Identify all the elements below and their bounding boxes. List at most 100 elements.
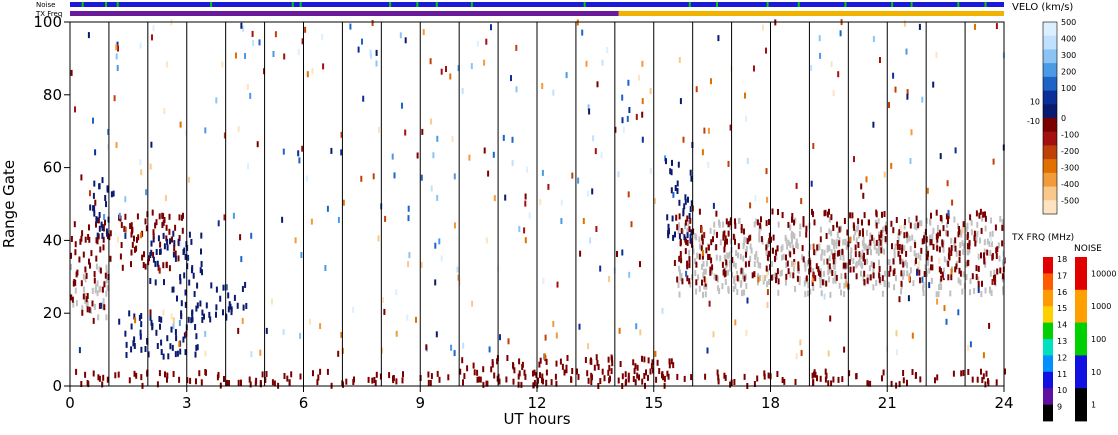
scatter-point [90,307,92,314]
scatter-point [919,277,921,284]
scatter-point [164,371,166,378]
scatter-point [461,88,464,94]
scatter-point [853,156,855,163]
scatter-point [686,275,689,282]
scatter-point [798,230,801,237]
scatter-point [938,266,941,273]
scatter-point [312,370,314,377]
scatter-point [879,57,881,63]
scatter-point [1002,259,1004,266]
scatter-point [677,281,680,288]
scatter-point [618,327,621,334]
scatter-point [803,280,806,287]
scatter-point [722,269,725,276]
scatter-point [204,127,207,134]
scatter-point [139,159,142,166]
scatter-point [861,249,864,256]
scatter-point [541,373,544,380]
scatter-point [147,351,150,358]
scatter-point [689,217,692,224]
scatter-point [805,275,808,282]
scatter-point [926,187,929,194]
scatter-point [571,368,574,374]
scatter-point [570,376,573,383]
scatter-point [79,238,82,245]
scatter-point [692,248,695,255]
scatter-point [703,268,706,275]
scatter-point [806,260,809,267]
scatter-point [133,370,136,377]
scatter-point [965,261,968,268]
scatter-point [814,371,817,378]
scatter-point [447,374,450,381]
scatter-point [670,187,673,194]
scatter-point [727,221,730,228]
scatter-point [172,251,175,258]
hour-gridlines [108,22,966,386]
scatter-point [178,376,181,383]
scatter-point [241,286,244,292]
scatter-point [94,287,97,294]
scatter-point [700,226,703,233]
scatter-point [261,371,264,378]
scatter-point [934,377,936,384]
scatter-point [272,51,275,57]
scatter-point [105,264,108,271]
scatter-point [833,249,836,256]
scatter-point [902,370,905,376]
scatter-point [643,373,646,379]
scatter-point [701,279,703,286]
scatter-point [749,243,752,250]
scatter-point [935,291,938,298]
scatter-point [632,359,635,366]
scatter-point [180,310,183,317]
scatter-point [133,336,136,343]
scatter-point [745,245,748,252]
scatter-point [185,130,188,136]
scatter-point [478,376,481,383]
scatter-point [628,107,631,113]
scatter-point [775,254,778,261]
scatter-point [429,380,432,386]
scatter-point [666,370,669,377]
scatter-point [880,229,883,236]
scatter-point [71,296,74,303]
scatter-point [813,219,816,226]
txfreq-colorbar-title: TX FRQ (MHz) [1011,233,1074,243]
scatter-point [744,273,747,280]
scatter-point [888,270,891,277]
scatter-point [102,225,105,232]
scatter-point [881,375,883,382]
noise-tick-label: 1 [1091,401,1096,410]
scatter-point [300,252,303,258]
scatter-point [961,288,964,295]
scatter-point [744,92,746,99]
scatter-point [722,234,725,241]
noise-tick-label: 1000 [1091,302,1111,311]
scatter-point [698,253,701,260]
scatter-point [250,232,253,239]
scatter-point [901,244,904,251]
y-tick-label: 40 [43,231,62,249]
scatter-point [715,274,718,281]
scatter-point [140,313,143,319]
scatter-point [942,225,945,232]
scatter-point [200,379,203,386]
scatter-point [669,168,672,175]
scatter-point [832,258,835,265]
scatter-point [992,158,995,165]
scatter-point [393,172,396,179]
scatter-point [116,41,119,48]
scatter-point [930,277,933,284]
scatter-point [756,219,759,226]
noise-bar-mark-9 [470,2,473,7]
scatter-point [515,44,518,51]
scatter-point [174,250,177,257]
scatter-point [840,225,843,232]
scatter-point [342,199,345,206]
scatter-point [843,218,846,224]
scatter-point [337,216,340,223]
scatter-point [195,333,198,340]
